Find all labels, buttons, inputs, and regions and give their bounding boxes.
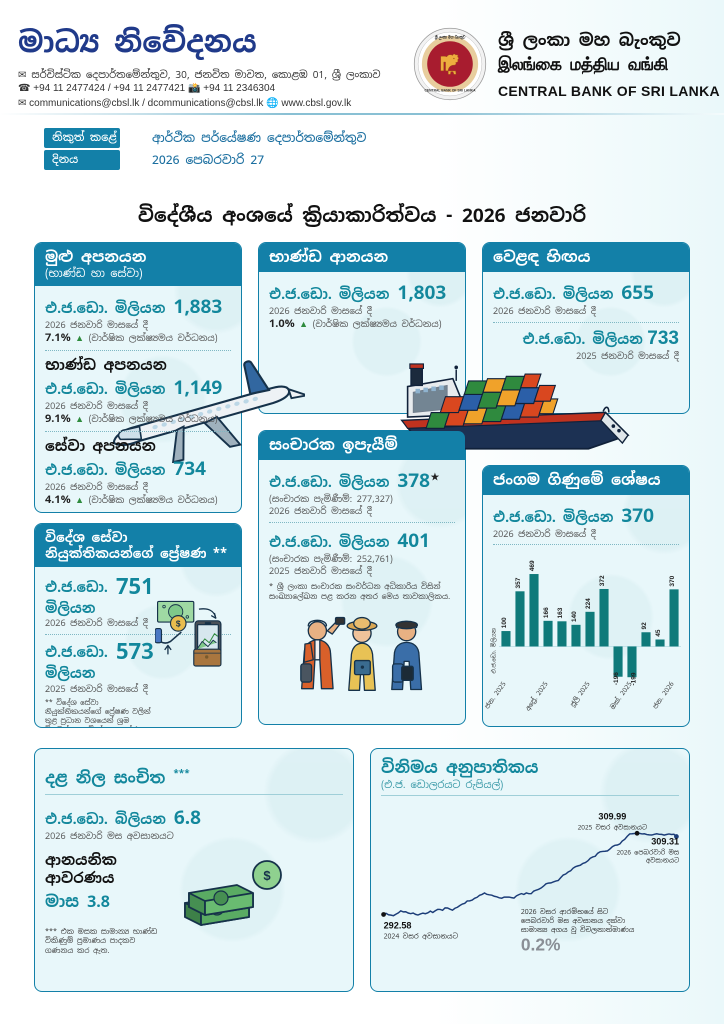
svg-text:0.2%: 0.2%	[521, 934, 561, 954]
svg-text:$: $	[176, 618, 181, 628]
svg-text:309.31: 309.31	[651, 836, 679, 846]
svg-text:92: 92	[641, 622, 648, 630]
svg-text:140: 140	[571, 611, 578, 622]
svg-text:අවසානයට: අවසානයට	[646, 857, 679, 865]
svg-text:2026 වසර ආරම්භයේ සිට: 2026 වසර ආරම්භයේ සිට	[521, 907, 609, 917]
svg-text:372: 372	[599, 575, 606, 586]
svg-text:224: 224	[585, 598, 592, 609]
svg-text:ඔක්. 2025: ඔක්. 2025	[608, 679, 634, 711]
svg-text:370: 370	[669, 575, 676, 586]
svg-text:පෙබරවාරි මස අවසානය දක්වා: පෙබරවාරි මස අවසානය දක්වා	[521, 916, 626, 926]
svg-text:45: 45	[655, 629, 662, 637]
svg-text:එ.ජ.ඩො. මිලියන: එ.ජ.ඩො. මිලියන	[489, 627, 497, 673]
svg-text:ජන. 2025: ජන. 2025	[482, 679, 507, 710]
svg-text:-196: -196	[613, 671, 620, 684]
svg-text:469: 469	[529, 560, 536, 571]
svg-text:166: 166	[543, 607, 550, 618]
svg-text:ජූලි 2025: ජූලි 2025	[568, 679, 592, 708]
svg-text:2025 වසර අවසානයට: 2025 වසර අවසානයට	[578, 824, 647, 832]
svg-text:292.58: 292.58	[384, 920, 412, 930]
svg-text:357: 357	[515, 577, 522, 588]
svg-text:309.99: 309.99	[598, 812, 626, 822]
svg-text:$: $	[263, 868, 271, 883]
svg-text:100: 100	[501, 617, 508, 628]
svg-text:අප්‍රේ. 2025: අප්‍රේ. 2025	[523, 679, 550, 712]
svg-text:2024 වසර අවසානයට: 2024 වසර අවසානයට	[384, 933, 459, 942]
svg-text:CENTRAL BANK OF SRI LANKA: CENTRAL BANK OF SRI LANKA	[425, 89, 477, 93]
svg-text:163: 163	[557, 607, 564, 618]
svg-text:ජන. 2026: ජන. 2026	[650, 679, 675, 710]
svg-text:2026 පෙබරවාරි මස: 2026 පෙබරවාරි මස	[616, 848, 679, 856]
